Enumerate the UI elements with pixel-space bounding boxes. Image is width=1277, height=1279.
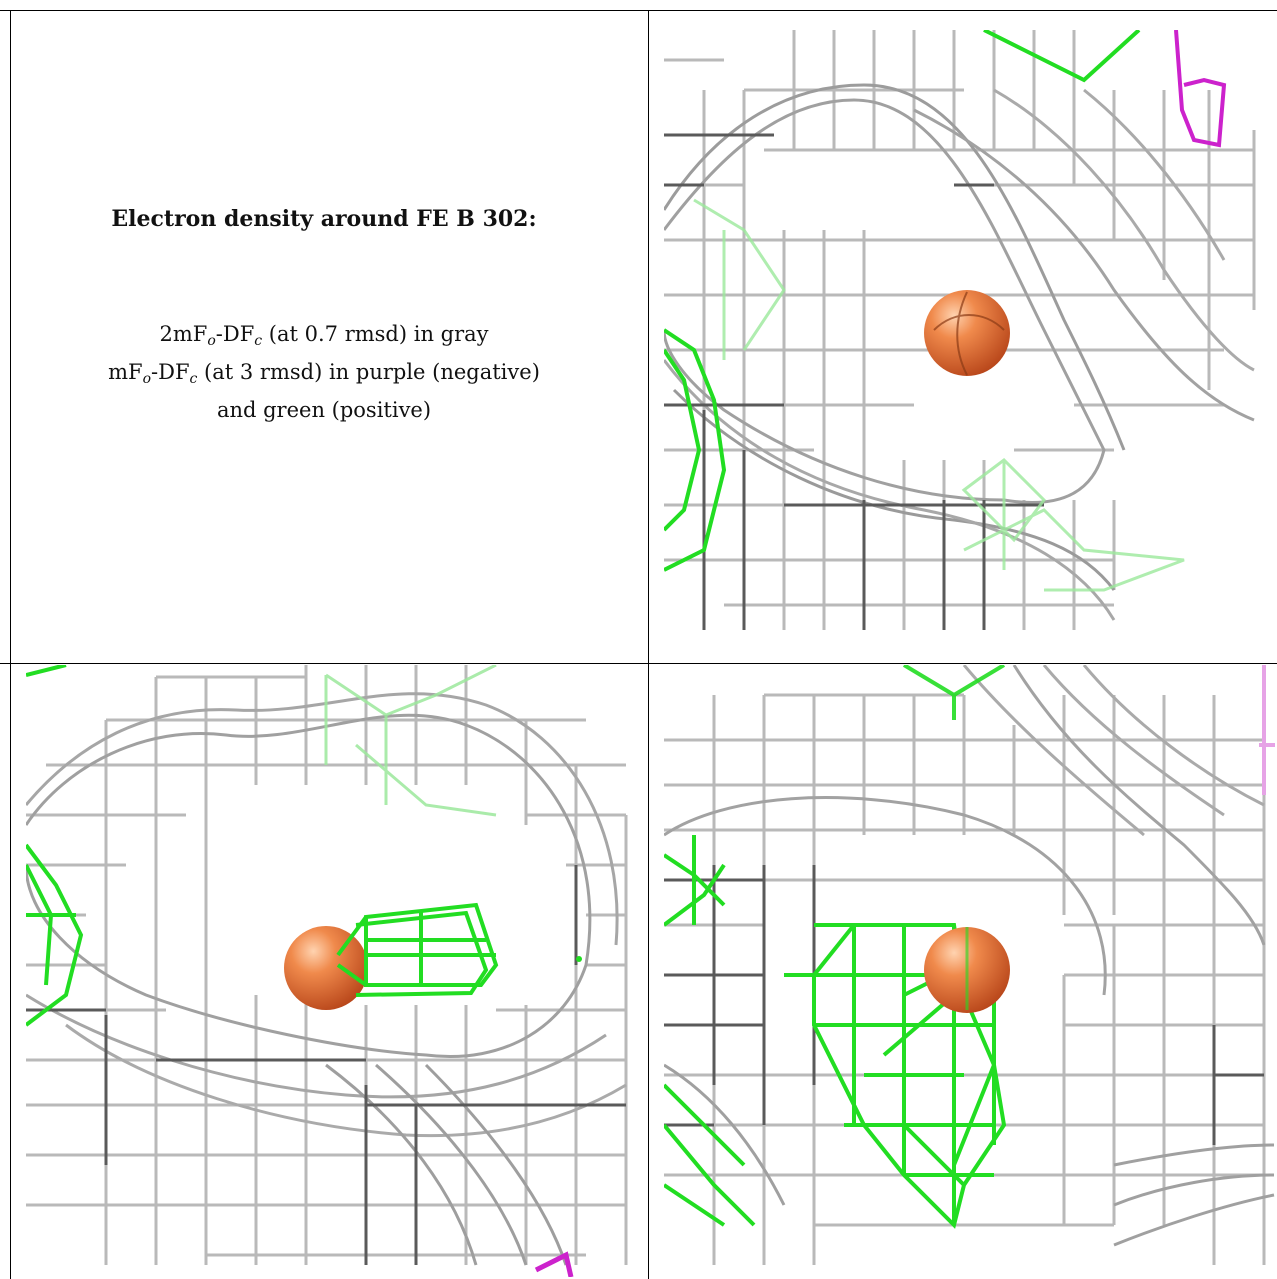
green-density-cage bbox=[336, 902, 499, 997]
table-rule-center bbox=[0, 663, 1277, 664]
fe-atom-sphere bbox=[924, 290, 1010, 376]
density-view-bottom-left bbox=[26, 665, 628, 1277]
density-view-bottom-right bbox=[664, 665, 1275, 1265]
caption-line-2mfo: 2mFo-DFc (at 0.7 rmsd) in gray bbox=[159, 322, 489, 349]
caption-line-green: and green (positive) bbox=[216, 398, 432, 422]
table-rule-middle bbox=[648, 10, 649, 1279]
panel-bottom-right bbox=[664, 665, 1275, 1277]
fe-atom-sphere bbox=[284, 926, 368, 1010]
table-rule-top bbox=[0, 10, 1277, 11]
density-view-top-right bbox=[664, 30, 1256, 630]
panel-bottom-left bbox=[26, 665, 631, 1277]
table-rule-left bbox=[10, 10, 11, 1279]
caption-panel: Electron density around FE B 302: 2mFo-D… bbox=[0, 0, 648, 650]
panel-top-right bbox=[664, 30, 1275, 636]
caption-line-mfo: mFo-DFc (at 3 rmsd) in purple (negative) bbox=[108, 360, 540, 387]
caption-title: Electron density around FE B 302: bbox=[111, 206, 537, 232]
